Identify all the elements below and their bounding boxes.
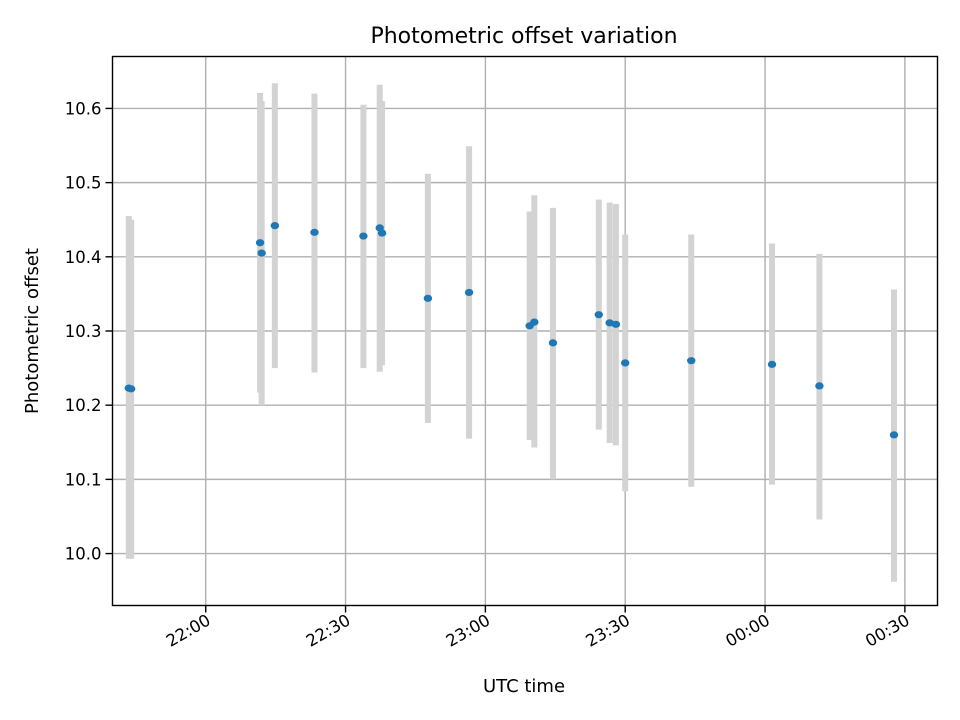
data-point	[621, 359, 630, 367]
data-point	[530, 318, 539, 326]
data-point	[611, 320, 621, 328]
y-tick-label: 10.2	[65, 396, 102, 415]
chart-title: Photometric offset variation	[370, 24, 677, 49]
data-point	[270, 222, 280, 230]
data-points	[124, 222, 899, 439]
x-tick-label: 00:30	[862, 611, 913, 651]
error-bars	[125, 83, 897, 582]
x-axis-label: UTC time	[483, 676, 565, 697]
data-point	[548, 339, 558, 347]
x-tick-label: 23:30	[583, 611, 634, 651]
data-point	[594, 311, 603, 319]
data-point	[257, 249, 266, 257]
data-point	[815, 382, 824, 390]
y-tick-label: 10.4	[65, 248, 102, 267]
data-point	[310, 228, 319, 236]
data-point	[767, 360, 777, 368]
x-tick-label: 00:00	[722, 611, 773, 651]
x-tick-label: 22:00	[163, 611, 214, 651]
data-point	[687, 357, 696, 365]
y-tick-label: 10.0	[65, 545, 102, 564]
y-tick-label: 10.5	[65, 174, 102, 193]
data-point	[359, 232, 368, 240]
data-point	[126, 385, 136, 393]
x-tick-label: 23:00	[443, 611, 494, 651]
plot-frame	[111, 55, 939, 607]
grid-lines	[112, 56, 938, 606]
y-tick-label: 10.1	[65, 470, 102, 489]
data-point	[255, 239, 265, 247]
x-tick-label: 22:30	[303, 611, 354, 651]
y-tick-label: 10.6	[65, 99, 102, 118]
data-point	[889, 431, 899, 439]
data-point	[464, 288, 474, 297]
data-point	[423, 294, 433, 302]
y-axis-label: Photometric offset	[22, 248, 43, 414]
data-point	[377, 229, 387, 237]
y-tick-label: 10.3	[65, 322, 102, 341]
